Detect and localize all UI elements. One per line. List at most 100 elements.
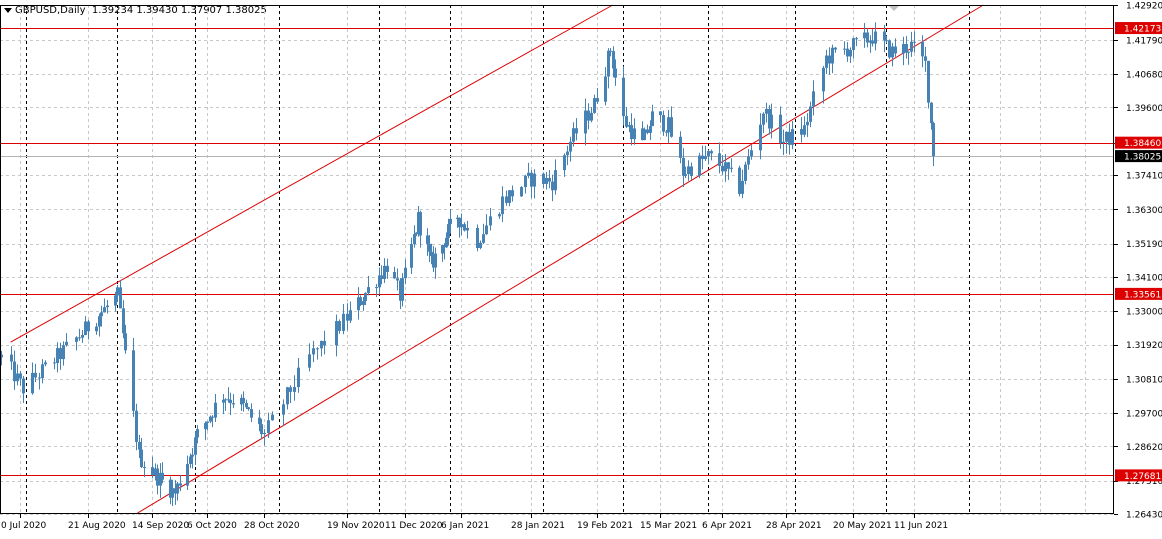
candle-body	[13, 361, 16, 382]
level-price-label: 1.38460	[1124, 139, 1161, 149]
candle-body	[622, 77, 625, 117]
candle-body	[843, 48, 846, 50]
candle-body	[260, 424, 263, 435]
channel-line	[135, 4, 984, 515]
candle-body	[524, 175, 527, 188]
candle-body	[0, 354, 3, 358]
price-tick-label: 1.37410	[1126, 172, 1162, 182]
price-tick-label: 1.42920	[1126, 2, 1162, 12]
candle-body	[768, 108, 771, 129]
time-tick-label: 0 Jul 2020	[1, 521, 46, 531]
candle-body	[103, 307, 106, 313]
candle-body	[456, 217, 459, 219]
candle-body	[106, 305, 109, 308]
candle-body	[156, 468, 159, 486]
candle-body	[367, 287, 370, 293]
candle-body	[646, 129, 649, 133]
candle-body	[828, 55, 831, 64]
candle-body	[809, 106, 812, 122]
candle-body	[114, 295, 117, 306]
candle-body	[894, 46, 897, 54]
candle-body	[349, 310, 352, 321]
time-tick-label: 19 Feb 2021	[577, 521, 633, 531]
candle-body	[770, 114, 773, 129]
horizontal-levels[interactable]	[0, 28, 1114, 476]
candle-body	[662, 115, 665, 132]
candle-body	[227, 399, 230, 401]
candle-body	[812, 91, 815, 107]
candle-body	[569, 141, 572, 152]
candle-body	[545, 177, 548, 184]
candle-body	[386, 265, 389, 272]
candle-body	[289, 387, 292, 392]
level-price-box	[1115, 469, 1162, 482]
price-tick-label: 1.41790	[1126, 36, 1162, 46]
candle-body	[846, 48, 849, 57]
current-price-box	[1115, 150, 1162, 163]
candle-body	[84, 321, 87, 335]
candle-body	[932, 123, 935, 157]
chart-frame	[0, 5, 1114, 514]
candle-body	[721, 165, 724, 172]
candle-body	[643, 129, 646, 141]
candle-body	[62, 345, 65, 360]
dropdown-triangle-icon[interactable]	[4, 7, 12, 13]
candle-body	[834, 47, 837, 50]
candle-body	[364, 292, 367, 302]
candle-body	[463, 224, 466, 231]
candle-body	[161, 472, 164, 480]
candle-body	[930, 102, 933, 124]
ohlc-values: 1.39234 1.39430 1.37907 1.38025	[91, 5, 267, 16]
candle-body	[831, 47, 834, 64]
candle-body	[701, 155, 704, 160]
candle-body	[730, 167, 733, 169]
candle-body	[869, 40, 872, 43]
candle-body	[434, 253, 437, 268]
candle-body	[649, 126, 652, 133]
candle-body	[885, 40, 888, 42]
candle-body	[65, 341, 68, 346]
candle-body	[690, 166, 693, 176]
candle-body	[806, 121, 809, 126]
candle-body	[445, 237, 448, 248]
candle-body	[883, 31, 886, 41]
candle-body	[667, 117, 670, 133]
candle-body	[572, 128, 575, 142]
candle-body	[53, 362, 56, 364]
candle-body	[308, 354, 311, 368]
candle-body	[910, 41, 913, 52]
candle-body	[430, 251, 433, 256]
level-price-box	[1115, 287, 1162, 300]
candle-body	[419, 212, 422, 236]
candle-body	[803, 125, 806, 135]
candle-body	[119, 287, 122, 309]
candle-body	[169, 479, 172, 498]
candle-body	[750, 150, 753, 157]
candle-body	[282, 404, 285, 415]
candle-body	[393, 271, 396, 279]
trend-channel[interactable]	[10, 4, 984, 515]
time-tick-label: 28 Apr 2021	[766, 521, 822, 531]
price-tick-label: 1.34100	[1126, 274, 1162, 284]
candle-body	[741, 180, 744, 194]
candle-body	[682, 157, 685, 176]
candle-body	[612, 51, 615, 69]
candle-body	[800, 129, 803, 135]
candle-body	[75, 337, 78, 342]
candle-body	[87, 321, 90, 332]
candle-body	[396, 278, 399, 281]
candle-body	[59, 348, 62, 360]
candle-body	[482, 234, 485, 243]
candle-body	[651, 111, 654, 127]
candle-body	[122, 308, 125, 334]
candle-body	[81, 334, 84, 338]
candle-body	[138, 441, 141, 450]
candle-body	[186, 464, 189, 486]
candle-body	[765, 108, 768, 114]
candle-body	[476, 227, 479, 249]
candle-body	[312, 348, 315, 355]
candle-body	[744, 164, 747, 181]
candle-body	[362, 301, 365, 305]
candle-body	[124, 333, 127, 351]
